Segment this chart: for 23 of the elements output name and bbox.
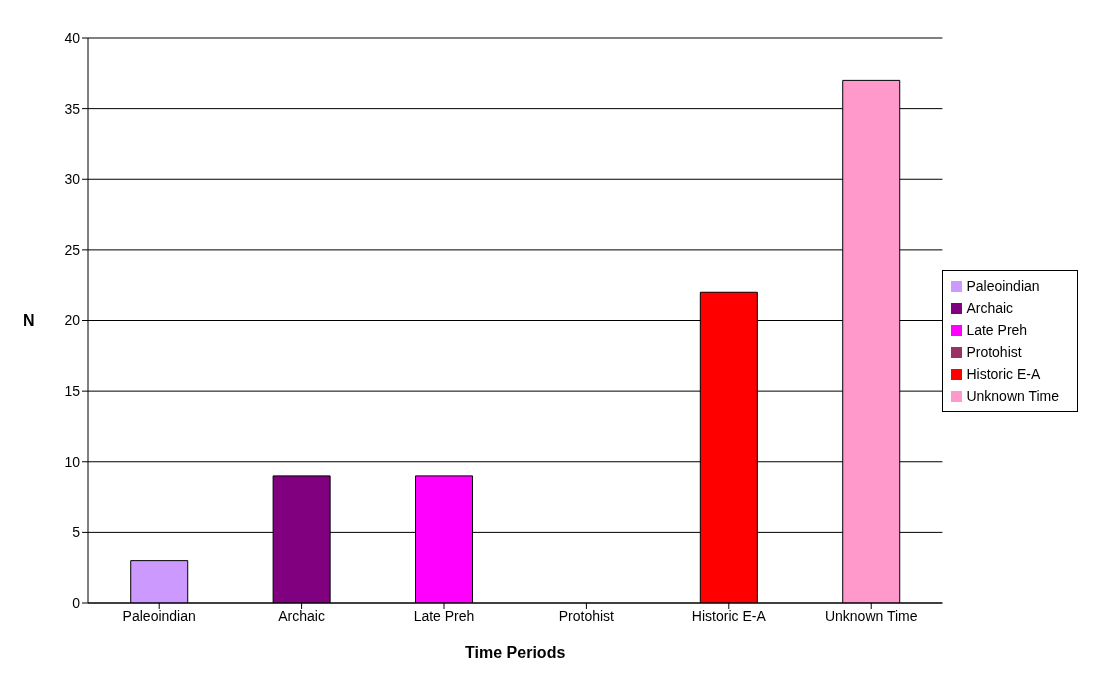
y-tick-label: 10 [64,453,81,470]
legend-label: Protohist [966,343,1022,360]
x-axis-title: Time Periods [465,644,566,661]
x-tick-label: Unknown Time [824,607,918,624]
legend-label: Late Preh [966,321,1028,338]
x-tick-label: Paleoindian [122,607,196,624]
y-tick-label: 25 [64,241,81,258]
y-tick-label: 0 [72,594,81,611]
legend-label: Paleoindian [966,277,1040,294]
x-tick-label: Protohist [558,607,615,624]
legend-label: Historic E-A [966,365,1041,382]
legend-label: Unknown Time [966,387,1059,404]
y-tick-label: 40 [64,29,81,46]
y-tick-label: 15 [64,383,81,400]
legend-label: Archaic [966,299,1014,316]
x-tick-label: Historic E-A [691,607,767,624]
y-tick-label: 30 [64,171,81,188]
x-tick-label: Late Preh [413,607,475,624]
x-tick-label: Archaic [278,607,325,624]
y-tick-label: 20 [64,312,81,329]
y-tick-label: 5 [72,524,81,541]
y-tick-label: 35 [64,100,81,117]
y-axis-title: N [23,312,35,330]
